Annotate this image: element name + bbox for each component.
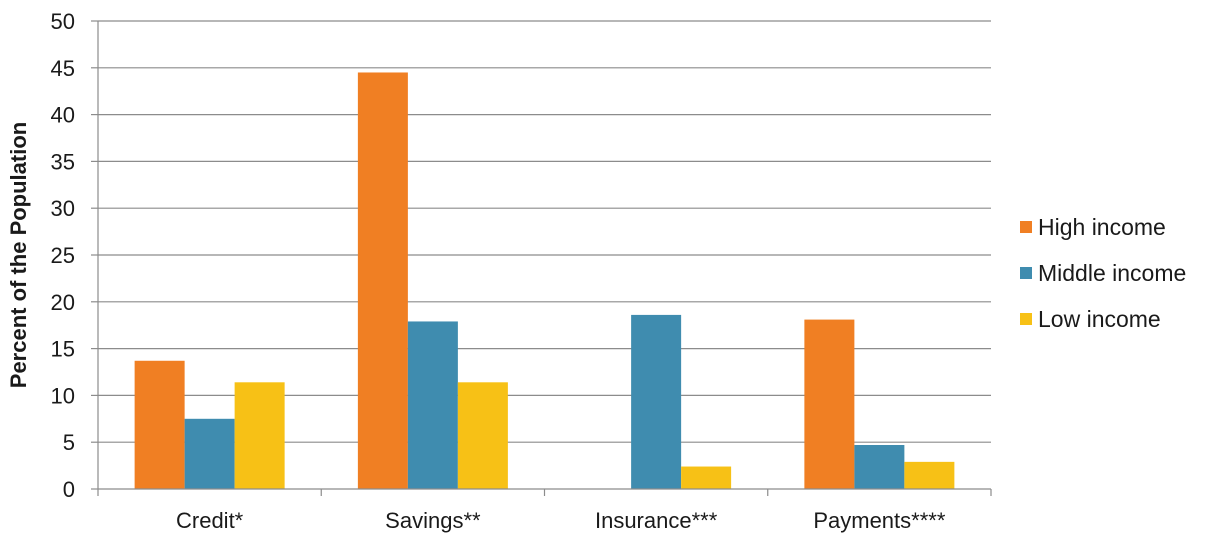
bar-high-income [134, 360, 185, 489]
legend-swatch [1020, 313, 1032, 325]
bar-low-income [904, 461, 955, 489]
gridlines [98, 20, 991, 443]
legend: High income Middle income Low income [1020, 212, 1186, 350]
y-tick-label: 30 [51, 196, 75, 221]
y-tick-label: 40 [51, 103, 75, 128]
legend-item: Low income [1020, 304, 1186, 334]
x-tick-label: Insurance*** [595, 508, 718, 533]
bar-middle-income [184, 418, 235, 489]
bar-low-income [457, 382, 508, 489]
bars [134, 72, 955, 489]
legend-item: Middle income [1020, 258, 1186, 288]
x-tick-label: Credit* [176, 508, 244, 533]
y-tick-label: 20 [51, 290, 75, 315]
x-tick-labels: Credit* Savings** Insurance*** Payments**** [176, 508, 946, 533]
legend-label: High income [1038, 213, 1166, 240]
bar-low-income [234, 382, 285, 489]
bar-middle-income [631, 314, 682, 489]
y-tick-label: 5 [63, 430, 75, 455]
y-tick-label: 15 [51, 337, 75, 362]
y-tick-label: 35 [51, 149, 75, 174]
legend-label: Low income [1038, 305, 1161, 332]
axes [91, 20, 992, 496]
y-tick-label: 45 [51, 56, 75, 81]
y-tick-label: 25 [51, 243, 75, 268]
x-tick-label: Payments**** [813, 508, 946, 533]
y-axis-label: Percent of the Population [6, 122, 31, 388]
y-tick-label: 50 [51, 9, 75, 34]
legend-swatch [1020, 221, 1032, 233]
bar-high-income [357, 72, 408, 489]
x-tick-label: Savings** [385, 508, 481, 533]
bar-low-income [681, 466, 732, 489]
y-tick-labels: 0 5 10 15 20 25 30 35 40 45 50 [51, 9, 75, 502]
legend-swatch [1020, 267, 1032, 279]
legend-item: High income [1020, 212, 1186, 242]
bar-middle-income [854, 445, 905, 489]
bar-high-income [804, 319, 855, 489]
bar-middle-income [407, 321, 458, 489]
y-tick-label: 10 [51, 383, 75, 408]
y-tick-label: 0 [63, 477, 75, 502]
legend-label: Middle income [1038, 259, 1187, 286]
